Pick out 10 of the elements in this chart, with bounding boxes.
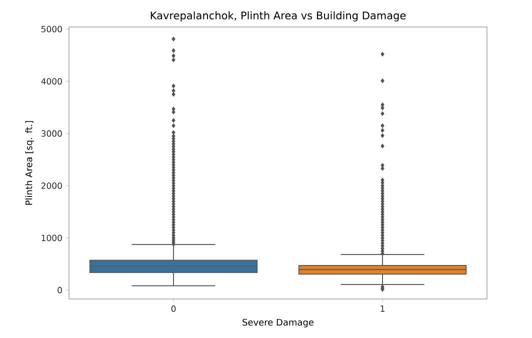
y-axis-title: Plinth Area [sq. ft.] bbox=[25, 121, 34, 205]
x-tick-label: 1 bbox=[380, 306, 384, 312]
y-tick-label: 0 bbox=[58, 286, 62, 294]
y-tick-label: 5000 bbox=[41, 26, 62, 32]
y-tick-label: 2000 bbox=[41, 182, 62, 189]
y-tick-label: 1000 bbox=[42, 234, 62, 242]
x-axis-title: Severe Damage bbox=[242, 318, 314, 328]
chart-title: Kavrepalanchok, Plinth Area vs Building Damage bbox=[150, 11, 406, 22]
y-tick-label: 4000 bbox=[41, 78, 62, 85]
y-tick-label: 3000 bbox=[41, 130, 62, 137]
